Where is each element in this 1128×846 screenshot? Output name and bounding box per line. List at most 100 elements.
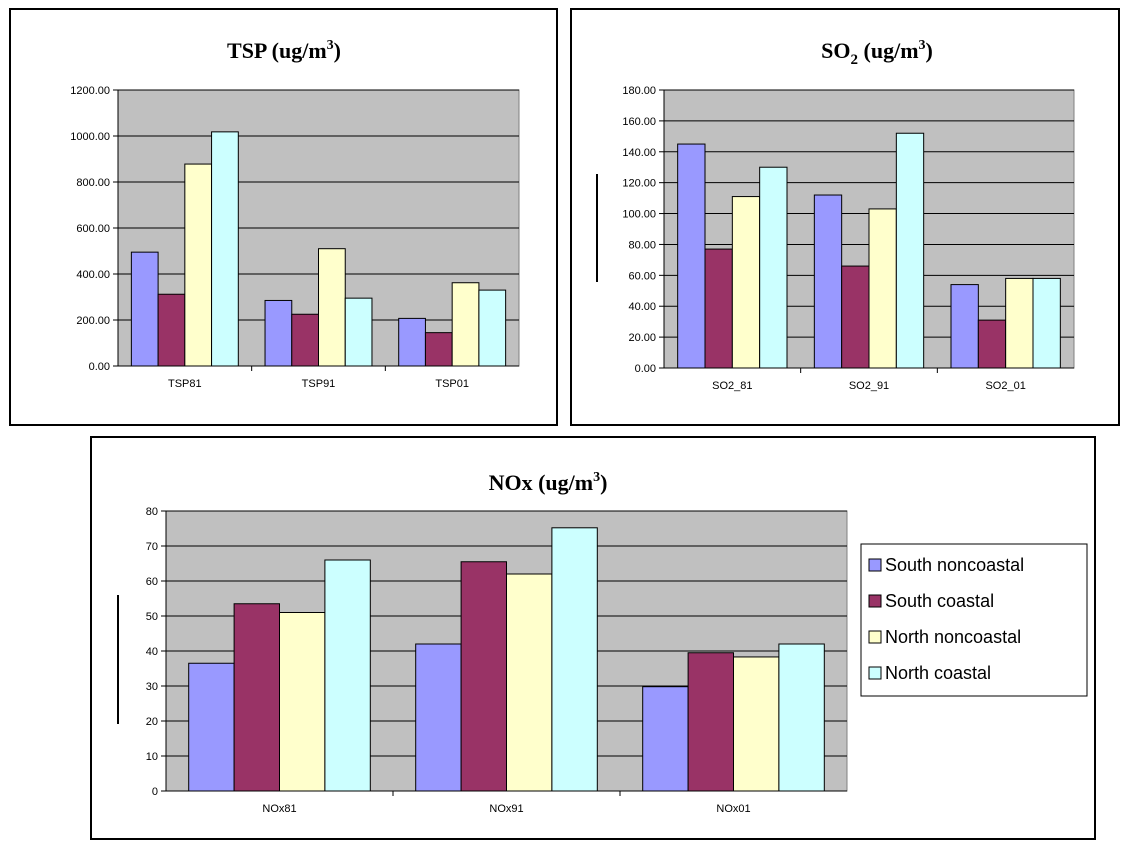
- chart-title-end: ): [334, 38, 341, 63]
- legend-swatch: [868, 594, 882, 608]
- y-tick-label: 0.00: [635, 363, 656, 375]
- y-tick-label: 200.00: [76, 315, 110, 327]
- bar: [188, 662, 235, 792]
- chart-title-main: SO: [821, 38, 850, 63]
- bar: [704, 248, 733, 369]
- y-tick-label: 400.00: [76, 269, 110, 281]
- y-tick-label: 1000.00: [70, 131, 110, 143]
- y-tick-label: 180.00: [622, 85, 656, 97]
- legend-swatch: [868, 630, 882, 644]
- bar: [1005, 277, 1034, 369]
- chart-title: TSP (ug/m3): [227, 38, 341, 63]
- chart-title-end: ): [600, 470, 607, 495]
- bar: [868, 208, 897, 369]
- bar: [318, 248, 346, 367]
- bar: [642, 686, 689, 792]
- bar: [324, 559, 371, 792]
- chart-title-end: ): [926, 38, 933, 63]
- y-tick-label: 60: [146, 576, 158, 588]
- bar: [677, 143, 706, 369]
- so2-chart-panel: SO2 (ug/m3) 0.00 20.00 40.00 60.00 80.00 100.0…: [570, 8, 1120, 426]
- x-tick-label: SO2_81: [712, 380, 752, 392]
- legend-swatch: [868, 666, 882, 680]
- y-tick-label: 160.00: [622, 116, 656, 128]
- y-tick-label: 10: [146, 751, 158, 763]
- bar: [731, 196, 761, 369]
- y-tick-label: 50: [146, 611, 158, 623]
- y-tick-label: 80.00: [628, 239, 656, 251]
- chart-title-superscript: 3: [919, 38, 926, 53]
- bar: [157, 293, 186, 367]
- bar: [733, 656, 780, 792]
- bar: [813, 194, 843, 369]
- nox-chart-panel: NOx (ug/m3) 0 10 20 30 40 50 60 70 80 NOx81 NOx91 NO…: [90, 436, 1096, 840]
- chart-title-subscript: 2: [851, 52, 859, 68]
- x-tick-label: TSP91: [302, 378, 336, 390]
- bar: [977, 319, 1007, 369]
- y-tick-label: 70: [146, 541, 158, 553]
- x-tick-label: SO2_91: [849, 380, 889, 392]
- chart-title-superscript: 3: [593, 470, 600, 485]
- bar: [460, 561, 508, 792]
- tsp-chart-panel: TSP (ug/m3) 0.00 200.00 400.00 600.00 800.00 1…: [9, 8, 558, 426]
- x-tick-label: NOx01: [716, 803, 750, 815]
- tsp-chart: TSP (ug/m3) 0.00 200.00 400.00 600.00 800.00 1…: [70, 38, 520, 390]
- legend-swatch: [868, 558, 882, 572]
- legend-label: North noncoastal: [885, 627, 1021, 647]
- bar: [344, 297, 373, 367]
- y-tick-label: 100.00: [622, 209, 656, 221]
- chart-title: NOx (ug/m3): [489, 470, 608, 495]
- y-tick-label: 1200.00: [70, 85, 110, 97]
- bar: [424, 332, 453, 367]
- nox-chart: NOx (ug/m3) 0 10 20 30 40 50 60 70 80 NOx81 NOx91 NO…: [117, 470, 1088, 815]
- bar: [398, 317, 426, 367]
- y-tick-label: 600.00: [76, 223, 110, 235]
- y-tick-label: 80: [146, 506, 158, 518]
- y-tick-label: 20.00: [628, 332, 656, 344]
- legend: [860, 543, 1088, 697]
- bar: [950, 284, 979, 369]
- bar: [759, 166, 788, 369]
- bar: [895, 132, 925, 369]
- y-tick-label: 800.00: [76, 177, 110, 189]
- bar: [687, 652, 734, 792]
- y-tick-label: 40.00: [628, 301, 656, 313]
- bar: [506, 573, 553, 792]
- legend-label: South noncoastal: [885, 555, 1024, 575]
- x-tick-label: NOx81: [262, 803, 296, 815]
- chart-title: SO2 (ug/m3): [821, 38, 933, 68]
- so2-chart: SO2 (ug/m3) 0.00 20.00 40.00 60.00 80.00 100.0…: [596, 38, 1075, 392]
- legend-label: North coastal: [885, 663, 991, 683]
- bar: [130, 251, 159, 367]
- y-tick-label: 20: [146, 716, 158, 728]
- y-tick-label: 120.00: [622, 178, 656, 190]
- chart-title-main: NOx (ug/m: [489, 470, 594, 495]
- bar: [478, 289, 507, 367]
- bar: [279, 612, 326, 792]
- bar: [1032, 277, 1061, 369]
- x-tick-label: SO2_01: [985, 380, 1025, 392]
- bar: [211, 131, 239, 367]
- bar: [778, 643, 825, 792]
- y-tick-label: 60.00: [628, 270, 656, 282]
- bar: [551, 527, 598, 792]
- y-tick-label: 40: [146, 646, 158, 658]
- bar: [415, 643, 462, 792]
- y-tick-label: 30: [146, 681, 158, 693]
- y-tick-label: 0: [152, 786, 158, 798]
- bar: [451, 282, 480, 367]
- bar: [233, 603, 281, 792]
- bar: [264, 299, 293, 367]
- y-tick-label: 140.00: [622, 147, 656, 159]
- chart-title-main: TSP (ug/m: [227, 38, 327, 63]
- bar: [841, 265, 870, 369]
- bar: [184, 163, 213, 367]
- chart-title-superscript: 3: [327, 38, 334, 53]
- x-tick-label: TSP01: [435, 378, 469, 390]
- bar: [291, 313, 319, 367]
- y-tick-label: 0.00: [89, 361, 110, 373]
- x-tick-label: TSP81: [168, 378, 202, 390]
- legend-label: South coastal: [885, 591, 994, 611]
- chart-title-mid: (ug/m: [858, 38, 919, 63]
- x-tick-label: NOx91: [489, 803, 523, 815]
